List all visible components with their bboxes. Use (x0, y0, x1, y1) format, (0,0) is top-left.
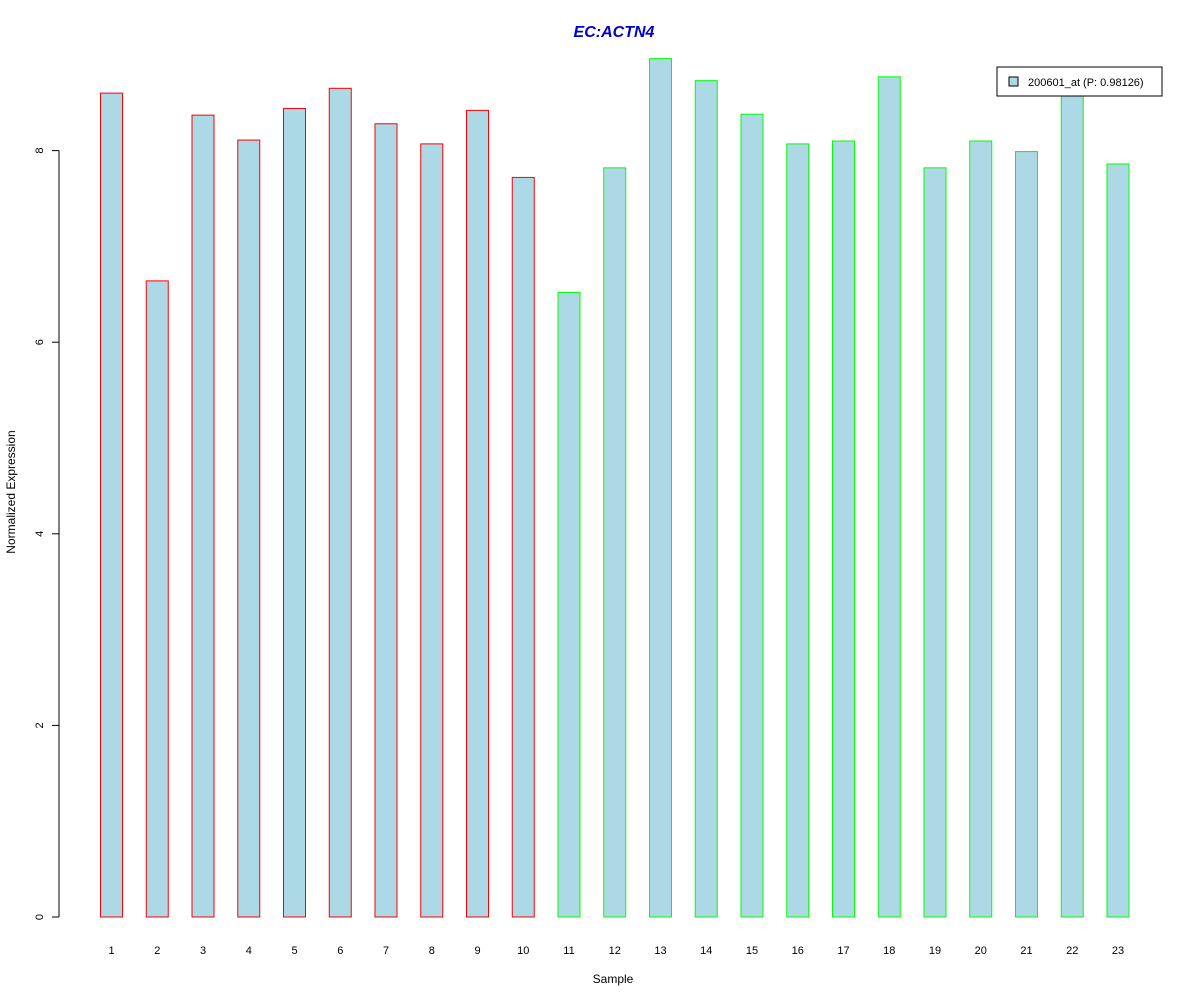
y-tick-label: 8 (34, 148, 46, 154)
bar-sample-21 (1015, 151, 1038, 918)
y-tick-label: 6 (34, 339, 46, 345)
bar-sample-11 (557, 291, 581, 918)
bar-sample-3 (191, 114, 215, 918)
x-tick-label: 16 (792, 945, 804, 957)
bar-sample-15 (740, 113, 764, 918)
x-tick-label: 13 (654, 945, 666, 957)
x-tick-label: 15 (746, 945, 758, 957)
y-tick-label: 0 (34, 914, 46, 920)
bar-sample-20 (969, 140, 993, 918)
x-tick-label: 10 (517, 945, 529, 957)
x-axis-label: Sample (593, 972, 634, 986)
bar-sample-14 (694, 80, 718, 918)
bar-sample-23 (1106, 163, 1130, 918)
bar-sample-12 (603, 167, 627, 918)
x-tick-label: 12 (609, 945, 621, 957)
x-tick-label: 3 (200, 945, 206, 957)
x-tick-label: 9 (474, 945, 480, 957)
bar-sample-6 (328, 87, 352, 918)
bars-group (100, 58, 1130, 918)
legend: 200601_at (P: 0.98126) (996, 66, 1163, 97)
x-tick-label: 18 (883, 945, 895, 957)
y-tick-label: 2 (34, 722, 46, 728)
x-tick-label: 4 (246, 945, 252, 957)
bar-sample-8 (420, 143, 444, 918)
legend-box (996, 66, 1163, 97)
bar-sample-16 (786, 143, 810, 918)
bar-sample-10 (511, 176, 535, 918)
bar-sample-19 (923, 167, 947, 918)
x-tick-label: 1 (108, 945, 114, 957)
x-tick-label: 5 (291, 945, 297, 957)
legend-entry-label: 200601_at (P: 0.98126) (1028, 77, 1144, 89)
bar-sample-13 (649, 58, 672, 918)
bar-sample-9 (466, 109, 489, 918)
x-tick-label: 19 (929, 945, 941, 957)
bar-sample-22 (1060, 92, 1084, 918)
x-tick-label: 23 (1112, 945, 1124, 957)
x-axis-tick-labels: 1 2 3 4 5 6 7 8 9 10 11 12 13 14 15 16 17 18 19 20 21 22 23 (108, 945, 1124, 957)
bar-sample-1 (100, 92, 123, 918)
x-tick-label: 7 (383, 945, 389, 957)
y-axis-label: Normalized Expression (4, 430, 18, 553)
x-tick-label: 21 (1020, 945, 1032, 957)
y-axis: 0 2 4 6 8 (34, 148, 60, 920)
x-tick-label: 8 (429, 945, 435, 957)
x-tick-label: 20 (975, 945, 987, 957)
bar-sample-17 (832, 140, 855, 918)
bar-sample-5 (283, 107, 306, 918)
bar-sample-7 (374, 123, 398, 918)
x-tick-label: 11 (563, 945, 574, 957)
x-tick-label: 17 (837, 945, 849, 957)
x-tick-label: 2 (154, 945, 160, 957)
y-tick-label: 4 (34, 531, 46, 537)
x-tick-label: 6 (337, 945, 343, 957)
x-tick-label: 22 (1066, 945, 1078, 957)
legend-swatch (1008, 76, 1019, 87)
bar-sample-2 (145, 280, 169, 918)
chart-title: EC:ACTN4 (574, 24, 655, 41)
bar-sample-18 (877, 76, 901, 918)
x-tick-label: 14 (700, 945, 712, 957)
bar-sample-4 (237, 139, 261, 918)
